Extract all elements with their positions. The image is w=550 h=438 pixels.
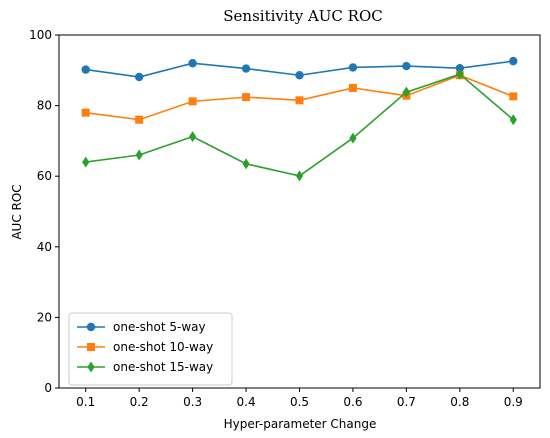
data-point bbox=[402, 61, 411, 71]
chart-title: Sensitivity AUC ROC bbox=[223, 7, 382, 25]
series-line bbox=[85, 73, 514, 177]
data-point bbox=[81, 108, 90, 117]
series-layer bbox=[81, 56, 518, 182]
legend-label: one-shot 15-way bbox=[113, 360, 213, 374]
legend-marker bbox=[87, 343, 95, 351]
data-point bbox=[348, 83, 357, 92]
data-point bbox=[135, 115, 144, 124]
legend-marker bbox=[87, 361, 95, 373]
series-1 bbox=[81, 56, 518, 82]
data-point bbox=[134, 72, 144, 82]
x-tick-label: 0.3 bbox=[183, 395, 202, 409]
x-axis: 0.1 0.2 0.3 0.4 0.5 0.6 0.7 0.8 0.9 bbox=[76, 388, 523, 409]
y-axis: 0 20 40 60 80 100 bbox=[29, 28, 59, 395]
data-point bbox=[295, 170, 304, 182]
data-point bbox=[295, 71, 304, 80]
data-point bbox=[402, 86, 410, 98]
data-point bbox=[188, 97, 197, 106]
data-point bbox=[189, 131, 197, 143]
data-point bbox=[242, 93, 251, 102]
x-tick-label: 0.8 bbox=[450, 395, 469, 409]
y-tick-label: 20 bbox=[37, 310, 52, 324]
x-tick-label: 0.2 bbox=[130, 395, 149, 409]
data-point bbox=[509, 56, 518, 66]
data-point bbox=[509, 114, 517, 126]
x-tick-label: 0.4 bbox=[237, 395, 256, 409]
data-point bbox=[81, 65, 90, 74]
data-point bbox=[135, 149, 143, 161]
legend: one-shot 5-way one-shot 10-way one-shot 15… bbox=[68, 312, 233, 386]
data-point bbox=[509, 92, 518, 101]
series-3 bbox=[82, 68, 517, 182]
data-point bbox=[349, 132, 357, 144]
data-point bbox=[242, 158, 250, 170]
data-point bbox=[82, 156, 90, 168]
y-tick-label: 60 bbox=[37, 169, 52, 183]
y-tick-label: 0 bbox=[44, 381, 52, 395]
legend-item: one-shot 15-way bbox=[77, 360, 213, 374]
legend-label: one-shot 5-way bbox=[113, 320, 206, 334]
legend-box bbox=[68, 312, 233, 386]
legend-item: one-shot 5-way bbox=[77, 320, 206, 334]
x-tick-label: 0.9 bbox=[504, 395, 523, 409]
legend-marker bbox=[86, 322, 96, 332]
data-point bbox=[295, 96, 304, 105]
x-tick-label: 0.1 bbox=[76, 395, 95, 409]
x-tick-label: 0.6 bbox=[343, 395, 362, 409]
y-tick-label: 100 bbox=[29, 28, 52, 42]
x-tick-label: 0.5 bbox=[290, 395, 309, 409]
legend-item: one-shot 10-way bbox=[77, 340, 213, 354]
legend-label: one-shot 10-way bbox=[113, 340, 213, 354]
y-tick-label: 40 bbox=[37, 240, 52, 254]
data-point bbox=[456, 68, 464, 80]
data-point bbox=[455, 63, 465, 73]
y-axis-label: AUC ROC bbox=[10, 184, 24, 239]
data-point bbox=[188, 59, 197, 68]
data-point bbox=[348, 63, 358, 72]
x-axis-label: Hyper-parameter Change bbox=[224, 417, 377, 431]
data-point bbox=[241, 64, 251, 73]
x-tick-label: 0.7 bbox=[397, 395, 416, 409]
y-tick-label: 80 bbox=[37, 99, 52, 113]
